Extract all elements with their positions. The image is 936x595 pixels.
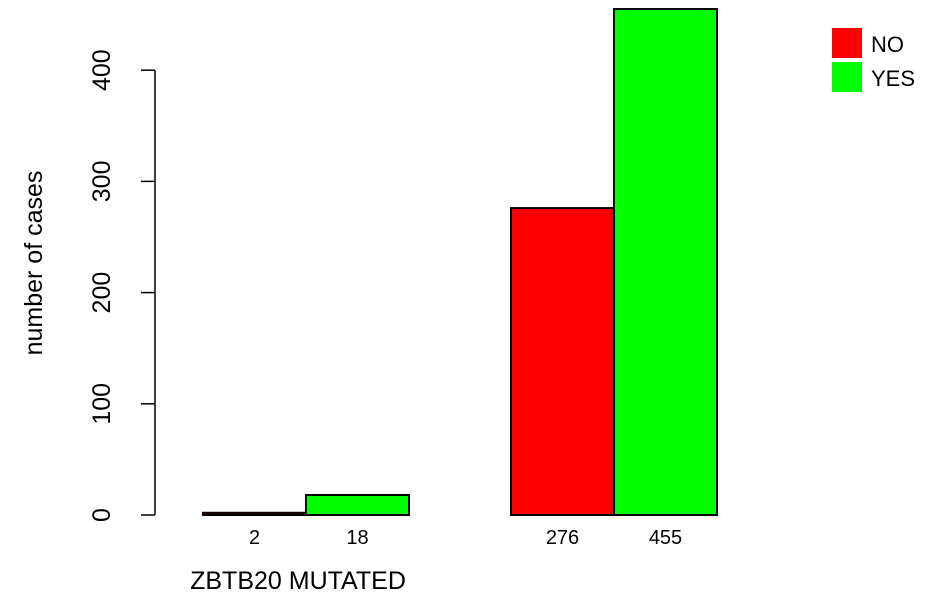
y-tick-label: 0 bbox=[88, 508, 116, 522]
legend-swatch-yes bbox=[832, 62, 862, 92]
bars-layer bbox=[202, 8, 718, 517]
y-axis-title: number of cases bbox=[20, 171, 48, 356]
legend-label-no: NO bbox=[871, 32, 904, 57]
bar-no-276 bbox=[510, 207, 615, 516]
bar-value-label: 2 bbox=[249, 527, 260, 549]
x-axis-title: ZBTB20 MUTATED bbox=[190, 567, 406, 595]
bar-yes-18 bbox=[305, 493, 410, 517]
y-tick-label: 100 bbox=[88, 383, 116, 425]
bar-value-label: 276 bbox=[546, 527, 579, 549]
y-tick-label: 200 bbox=[88, 272, 116, 314]
bar-no-2 bbox=[202, 511, 307, 516]
bar-value-label: 455 bbox=[649, 527, 682, 549]
y-axis: 0 100 200 300 400 bbox=[88, 49, 156, 522]
bar-value-labels: 2 18 276 455 bbox=[249, 527, 682, 549]
bar-value-label: 18 bbox=[346, 527, 368, 549]
y-tick-label: 300 bbox=[88, 161, 116, 203]
bar-yes-455 bbox=[613, 8, 718, 516]
legend-swatch-no bbox=[832, 28, 862, 58]
y-tick-label: 400 bbox=[88, 49, 116, 91]
legend: NO YES bbox=[832, 28, 915, 92]
legend-label-yes: YES bbox=[871, 66, 915, 91]
